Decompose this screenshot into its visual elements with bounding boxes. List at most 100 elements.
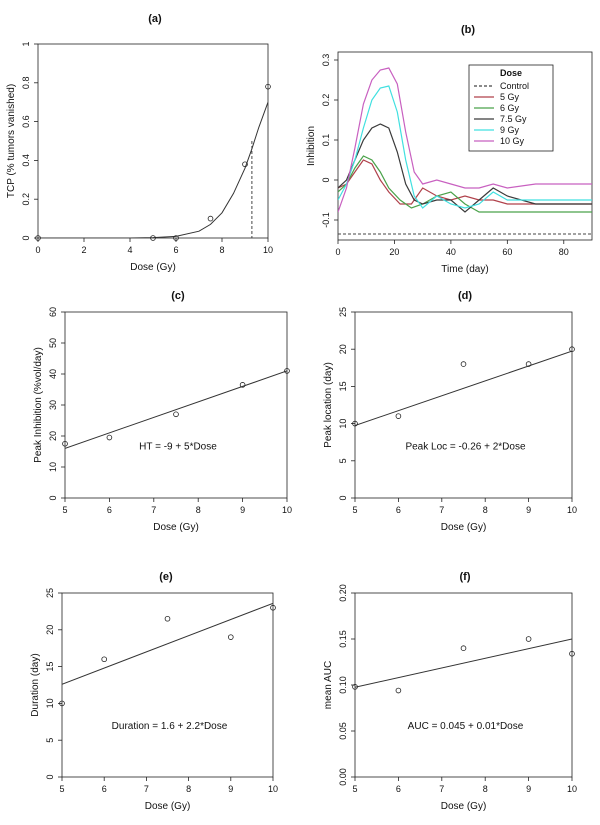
y-tick-label: 20 [48,431,58,441]
y-tick-label: 0.20 [338,584,348,602]
y-tick-label: 10 [338,419,348,429]
series-line-7.5-gy [338,123,592,213]
y-tick-label: 0 [321,177,331,182]
data-point [569,650,575,657]
legend-label: 7.5 Gy [500,114,527,124]
y-axis-label: Inhibition [306,126,317,166]
panel-title: (a) [148,13,162,25]
y-tick-label: -0.1 [321,212,331,228]
y-tick-label: 40 [48,369,58,379]
plot-frame [37,43,269,239]
x-tick-label: 7 [144,784,149,794]
y-tick-label: 60 [48,307,58,317]
fit-equation: Duration = 1.6 + 2.2*Dose [112,721,228,732]
data-point [101,656,107,663]
data-point [460,361,467,367]
x-tick-label: 2 [81,245,86,255]
data-point [242,161,248,168]
legend-label: 9 Gy [500,125,520,135]
y-tick-label: 0 [21,235,31,240]
data-point [207,215,214,222]
x-axis-label: Dose (Gy) [441,522,487,533]
x-tick-label: 5 [62,505,67,515]
y-tick-label: 25 [338,307,348,317]
y-tick-label: 0 [338,495,348,500]
x-tick-label: 6 [173,245,178,255]
series-line-9-gy [338,85,592,209]
y-tick-label: 5 [45,738,55,743]
legend-label: Control [500,81,529,91]
y-tick-label: 0.2 [321,94,331,107]
y-tick-label: 50 [48,338,58,348]
y-axis-label: Duration (day) [30,653,41,716]
panel-title: (b) [461,24,475,36]
x-tick-label: 10 [263,245,273,255]
x-tick-label: 10 [282,505,292,515]
y-tick-label: 0.1 [321,134,331,147]
y-tick-label: 10 [45,698,55,708]
x-tick-label: 7 [439,784,444,794]
x-tick-label: 8 [483,784,488,794]
y-tick-label: 0.2 [21,193,31,206]
x-tick-label: 8 [196,505,201,515]
x-tick-label: 10 [268,784,278,794]
x-tick-label: 5 [352,505,357,515]
y-tick-label: 0.10 [338,676,348,694]
x-axis-label: Dose (Gy) [441,801,487,812]
x-tick-label: 7 [151,505,156,515]
y-tick-label: 0.15 [338,630,348,648]
x-axis-label: Dose (Gy) [153,522,199,533]
y-axis-label: mean AUC [323,661,334,709]
panel-title: (f) [460,571,471,583]
y-tick-label: 5 [338,458,348,463]
x-tick-label: 0 [335,247,340,257]
y-tick-label: 15 [338,381,348,391]
y-tick-label: 0.4 [21,154,31,167]
data-point [265,83,271,90]
legend-label: 5 Gy [500,92,520,102]
x-axis-label: Dose (Gy) [145,801,191,812]
x-axis-label: Dose (Gy) [130,262,176,273]
y-tick-label: 0 [45,774,55,779]
y-tick-label: 0.8 [21,77,31,90]
legend-title: Dose [500,68,522,78]
data-point [35,235,41,241]
x-tick-label: 6 [396,784,401,794]
x-tick-label: 0 [35,245,40,255]
data-point [173,411,179,418]
regression-line [62,602,273,685]
legend-box [468,64,554,152]
y-tick-label: 25 [45,588,55,598]
x-tick-label: 5 [59,784,64,794]
x-tick-label: 6 [107,505,112,515]
data-point [106,434,113,441]
x-tick-label: 8 [483,505,488,515]
y-tick-label: 15 [45,662,55,672]
fit-equation: AUC = 0.045 + 0.01*Dose [408,721,524,732]
panel-title: (c) [171,290,185,302]
data-point [228,634,234,640]
y-tick-label: 20 [45,625,55,635]
x-tick-label: 9 [526,505,531,515]
plot-frame [354,311,573,499]
data-point [239,382,246,388]
y-tick-label: 30 [48,400,58,410]
x-tick-label: 4 [127,245,132,255]
y-axis-label: TCP (% tumors vanished) [6,84,17,198]
plot-frame [61,592,274,778]
x-tick-label: 6 [102,784,107,794]
y-tick-label: 0.3 [321,54,331,67]
x-tick-label: 40 [446,247,456,257]
y-axis-label: Peak Inhibition (%vol/day) [33,347,44,463]
plot-frame [354,592,573,778]
data-point [352,420,358,427]
data-point [395,413,402,419]
data-point [525,361,532,367]
legend-label: 10 Gy [500,136,525,146]
y-tick-label: 20 [338,344,348,354]
panel-title: (d) [458,290,472,302]
data-point [569,346,575,353]
